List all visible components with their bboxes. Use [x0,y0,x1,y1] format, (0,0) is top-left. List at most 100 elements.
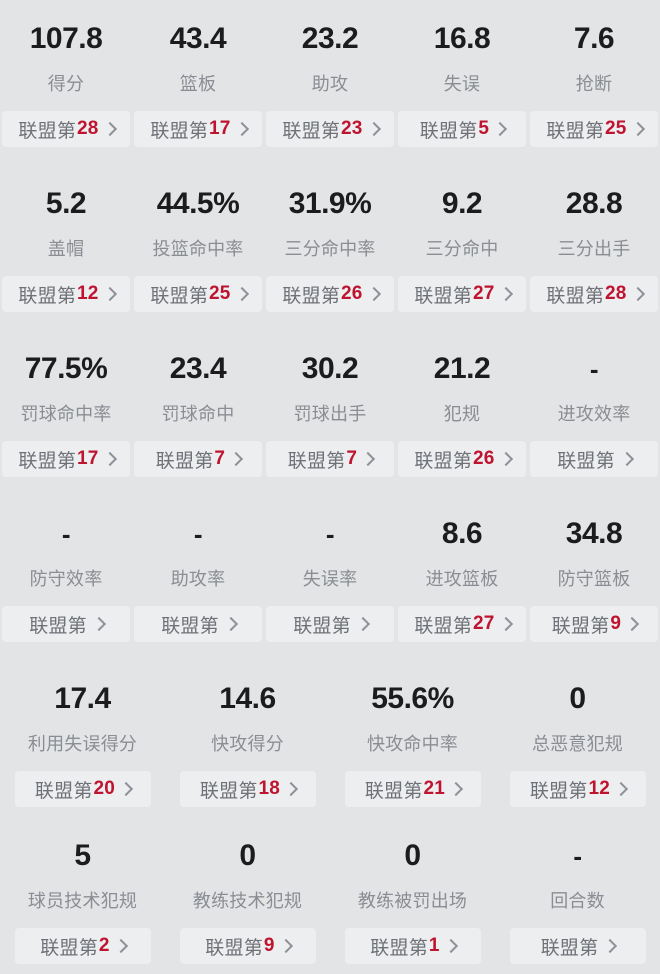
chevron-right-icon [358,617,367,632]
chevron-right-icon [369,287,378,302]
league-rank-prefix: 联盟第 [34,780,93,802]
stat-label: 得分 [47,74,85,94]
league-rank-badge[interactable]: 联盟第 2 [14,928,151,964]
league-rank-badge[interactable]: 联盟第 [134,606,262,642]
league-rank-badge[interactable]: 联盟第 [509,928,646,964]
league-rank-badge[interactable]: 联盟第 27 [398,276,526,312]
league-rank-number: 9 [263,935,275,956]
league-rank-badge[interactable]: 联盟第 28 [2,111,130,147]
stat-value: - [61,519,71,549]
league-rank-badge[interactable]: 联盟第 12 [2,276,130,312]
stat-value: 43.4 [169,22,227,55]
stat-label: 三分命中率 [284,239,376,259]
league-rank-prefix: 联盟第 [150,120,209,142]
league-rank-badge[interactable]: 联盟第 [530,441,658,477]
league-rank-badge[interactable]: 联盟第 9 [530,606,658,642]
league-rank-badge[interactable]: 联盟第 27 [398,606,526,642]
stat-cell: 31.9% 三分命中率联盟第 26 [264,165,396,312]
stat-label: 防守效率 [29,569,103,589]
league-rank-badge[interactable]: 联盟第 17 [134,111,262,147]
league-rank-badge[interactable]: 联盟第 25 [530,111,658,147]
stat-value: 44.5% [156,187,240,220]
league-rank-number: 21 [423,778,446,799]
league-rank-number: 28 [605,283,627,304]
league-rank-badge[interactable]: 联盟第 25 [134,276,262,312]
league-rank-badge[interactable]: 联盟第 21 [344,771,481,807]
stat-label: 投篮命中率 [152,239,244,259]
stat-cell: 7.6 抢断 联盟第 25 [528,0,660,147]
stat-value: 0 [404,839,421,872]
league-rank-prefix: 联盟第 [529,780,588,802]
league-rank-number: 20 [93,778,116,799]
stat-cell: 21.2 犯规 联盟第 26 [396,330,528,477]
league-rank-prefix: 联盟第 [282,120,341,142]
league-rank-number: 18 [258,778,281,799]
stat-cell: - 回合数 联盟第 [495,817,660,964]
league-rank-number: 2 [98,935,110,956]
league-rank-number: 26 [341,283,363,304]
league-rank-badge[interactable]: 联盟第 26 [398,441,526,477]
league-rank-badge[interactable]: 联盟第 [2,606,130,642]
league-rank-badge[interactable]: 联盟第 18 [179,771,316,807]
league-rank-badge[interactable]: 联盟第 17 [2,441,130,477]
league-rank-badge[interactable]: 联盟第 26 [266,276,394,312]
chevron-right-icon [363,452,372,467]
league-rank-prefix: 联盟第 [414,285,473,307]
league-rank-number: 27 [473,283,495,304]
league-rank-badge[interactable]: 联盟第 [266,606,394,642]
stat-label: 盖帽 [47,239,85,259]
league-rank-prefix: 联盟第 [199,780,258,802]
stat-value: 8.6 [441,517,483,550]
stat-row: 17.4 利用失误得分 联盟第 20 14.6 快攻得分 联盟第 18 55.6% 快攻命中率 联盟… [0,660,660,817]
league-rank-prefix: 联盟第 [370,937,428,959]
stat-label: 失误 [443,74,481,94]
chevron-right-icon [281,939,290,954]
stat-cell: 8.6 进攻篮板 联盟第 27 [396,495,528,642]
stat-label: 防守篮板 [557,569,631,589]
stat-cell: 14.6 快攻得分 联盟第 18 [165,660,330,807]
league-rank-badge[interactable]: 联盟第 5 [398,111,526,147]
stat-row: 77.5% 罚球命中率 联盟第 17 23.4 罚球命中 联盟第 7 30.2 罚球出手 联盟第 7 2… [0,330,660,495]
stat-value: 77.5% [24,352,108,385]
league-rank-prefix: 联盟第 [282,285,341,307]
stat-cell: - 防守效率联盟第 [0,495,132,642]
league-rank-prefix: 联盟第 [546,285,605,307]
league-rank-prefix: 联盟第 [414,450,473,472]
league-rank-badge[interactable]: 联盟第 12 [509,771,646,807]
stat-value: 0 [239,839,256,872]
stat-value: 21.2 [433,352,491,385]
league-rank-badge[interactable]: 联盟第 23 [266,111,394,147]
stat-cell: 5.2 盖帽 联盟第 12 [0,165,132,312]
chevron-right-icon [105,122,114,137]
league-rank-badge[interactable]: 联盟第 7 [134,441,262,477]
league-rank-badge[interactable]: 联盟第 9 [179,928,316,964]
league-rank-badge[interactable]: 联盟第 20 [14,771,151,807]
stat-cell: 0 教练技术犯规联盟第 9 [165,817,330,964]
stat-value: 31.9% [288,187,372,220]
stat-value: 23.2 [301,22,359,55]
stat-cell: 30.2 罚球出手 联盟第 7 [264,330,396,477]
stat-label: 教练技术犯规 [192,891,303,911]
stat-value: 55.6% [371,682,454,715]
chevron-right-icon [605,939,614,954]
stat-value: 30.2 [301,352,359,385]
stat-value: 0 [569,682,586,715]
chevron-right-icon [495,122,504,137]
league-rank-badge[interactable]: 联盟第 1 [344,928,481,964]
league-rank-badge[interactable]: 联盟第 7 [266,441,394,477]
stat-value: 9.2 [441,187,483,220]
stat-value: 28.8 [565,187,623,220]
stat-label: 利用失误得分 [27,734,138,754]
stat-cell: 0 教练被罚出场 联盟第 1 [330,817,495,964]
chevron-right-icon [286,782,295,797]
stat-label: 快攻命中率 [367,734,458,754]
league-rank-badge[interactable]: 联盟第 28 [530,276,658,312]
stat-value: - [589,354,599,384]
stat-row: - 防守效率 联盟第 - 助攻率 联盟第 - 失误率 联盟第 8.6 进攻篮板 联盟第 27 34.8 防守… [0,495,660,660]
stat-label: 总恶意犯规 [532,734,623,754]
league-rank-prefix: 联盟第 [551,615,610,637]
stat-value: 14.6 [219,682,276,715]
stat-cell: 16.8 失误 联盟第 5 [396,0,528,147]
stat-cell: 5 球员技术犯规 联盟第 2 [0,817,165,964]
